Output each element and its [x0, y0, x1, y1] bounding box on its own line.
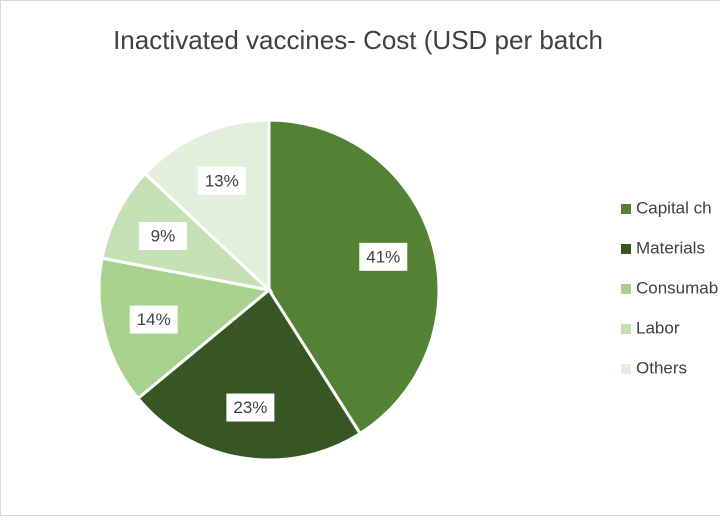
legend-swatch [621, 284, 631, 294]
data-label-box [138, 221, 187, 250]
data-label-box [197, 166, 246, 195]
legend-label: Others [636, 358, 687, 377]
legend-label: Capital ch [636, 198, 712, 217]
legend-swatch [621, 324, 631, 334]
legend-swatch [621, 244, 631, 254]
data-label: 41% [366, 247, 400, 266]
legend-label: Labor [636, 318, 680, 337]
data-label-box [226, 393, 275, 422]
chart-title: Inactivated vaccines- Cost (USD per batc… [113, 25, 603, 55]
data-label: 14% [137, 310, 171, 329]
legend-label: Materials [636, 238, 705, 257]
data-label-box [359, 242, 408, 271]
data-label: 13% [205, 171, 239, 190]
data-label: 23% [233, 398, 267, 417]
data-label: 9% [151, 226, 176, 245]
data-label-box [129, 305, 178, 334]
pie-slice [135, 287, 363, 462]
legend-swatch [621, 364, 631, 374]
legend-swatch [621, 204, 631, 214]
pie-slice [97, 256, 273, 401]
legend-label: Consumab [636, 278, 718, 297]
pie-slice [142, 118, 271, 294]
